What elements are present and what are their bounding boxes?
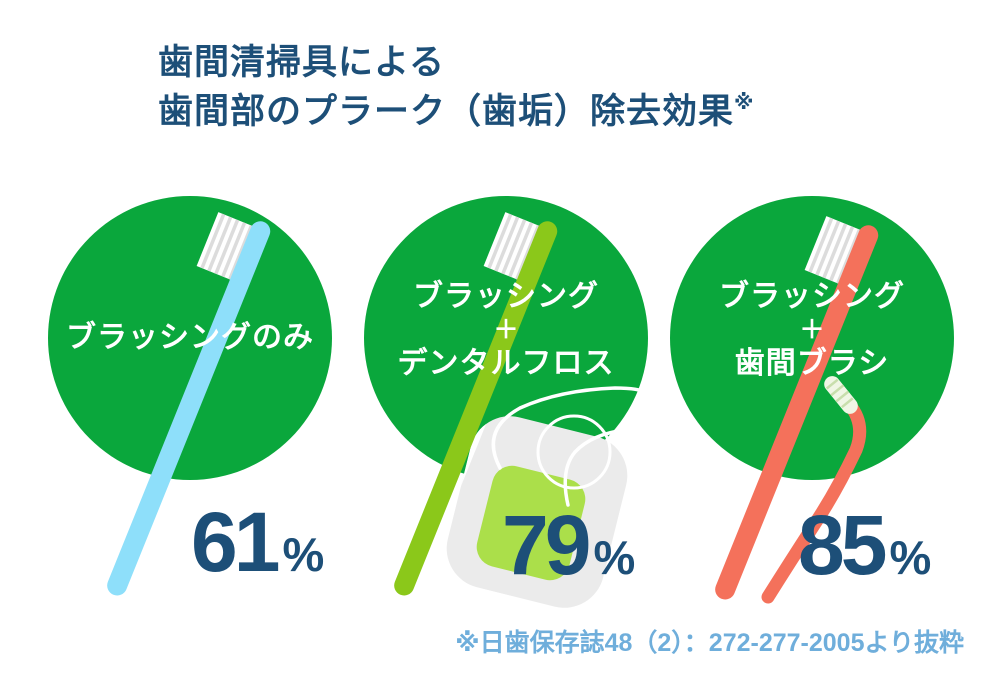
handle xyxy=(394,221,558,596)
value-brushing-floss: 79% xyxy=(502,503,635,587)
toothbrush-blue-icon xyxy=(107,212,271,596)
method-label-brushing-floss: ブラッシング ＋ デンタルフロス xyxy=(356,279,656,382)
percent-sign: % xyxy=(593,531,636,584)
method-label-text: ブラッシングのみ xyxy=(66,321,314,354)
title-line1: 歯間清掃具による xyxy=(158,43,445,82)
interdental-handle xyxy=(761,397,867,604)
value-number: 61 xyxy=(191,495,280,589)
value-brushing-interdental: 85% xyxy=(798,503,931,587)
toothbrush-lime-icon xyxy=(394,212,558,596)
value-number: 79 xyxy=(502,498,591,592)
title-note-mark: ※ xyxy=(734,92,754,114)
percent-sign: % xyxy=(282,528,325,581)
method-label-line1: ブラッシング xyxy=(719,280,905,313)
method-label-line1: ブラッシング xyxy=(413,280,599,313)
green-circle-3 xyxy=(670,196,954,480)
floss-thread xyxy=(491,386,663,507)
method-label-line2: デンタルフロス xyxy=(397,347,615,380)
page-title: 歯間清掃具による 歯間部のプラーク（歯垢）除去効果※ xyxy=(158,38,753,142)
interdental-brush-icon xyxy=(761,376,867,604)
handle xyxy=(107,221,271,596)
toothbrush-red-icon xyxy=(715,216,879,600)
method-label-brushing-only: ブラッシングのみ xyxy=(40,320,340,356)
value-brushing-only: 61% xyxy=(191,500,324,584)
method-label-line2: 歯間ブラシ xyxy=(734,347,890,380)
percent-sign: % xyxy=(889,531,932,584)
source-footnote: ※日歯保存誌48（2）：272-277-2005より抜粋 xyxy=(455,629,964,657)
plus-sign: ＋ xyxy=(493,316,519,344)
green-circle-1 xyxy=(48,196,332,480)
value-number: 85 xyxy=(798,498,887,592)
plus-sign: ＋ xyxy=(799,316,825,344)
dental-floss-icon xyxy=(446,386,663,608)
handle xyxy=(715,225,879,600)
method-label-brushing-interdental: ブラッシング ＋ 歯間ブラシ xyxy=(662,279,962,382)
title-line2: 歯間部のプラーク（歯垢）除去効果 xyxy=(158,92,735,131)
